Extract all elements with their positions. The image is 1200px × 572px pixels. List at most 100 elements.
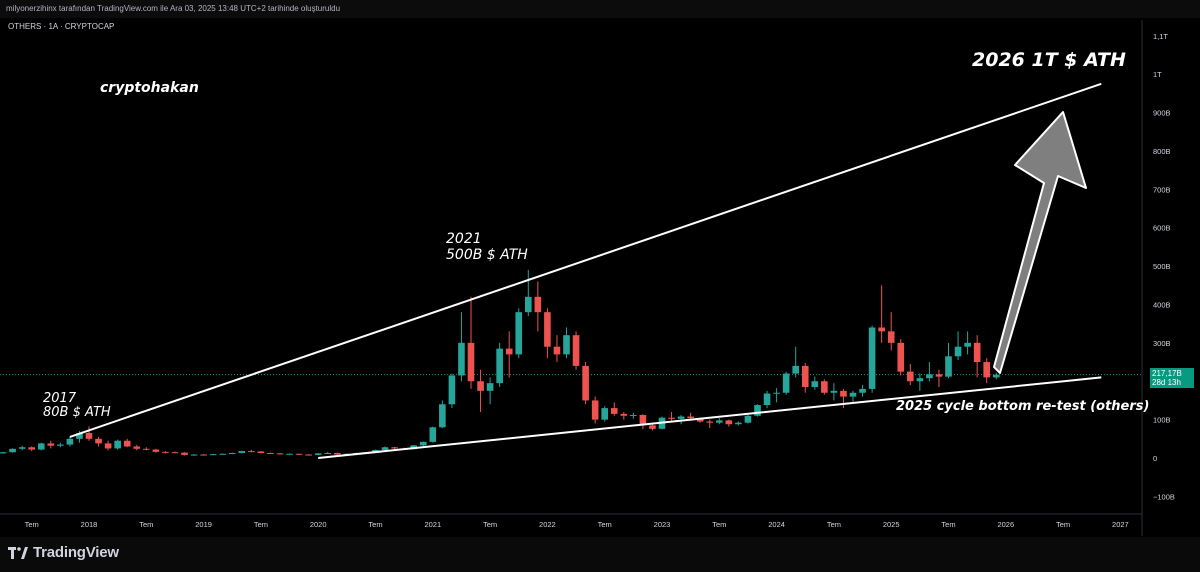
candle-body [868,327,876,389]
x-tick-label: Tem [254,520,268,529]
candle [935,369,943,387]
x-tick-label: 2019 [195,520,212,529]
candle [496,342,503,387]
symbol-title[interactable]: OTHERS · 1A · CRYPTOCAP [8,22,115,31]
candle-body [295,453,303,455]
candle-body [18,447,26,449]
candle-body [190,454,198,456]
candle-body [534,296,542,313]
x-tick-label: 2027 [1112,520,1129,529]
candle [582,362,589,405]
x-tick-label: 2022 [539,520,556,529]
candle-body [228,453,236,455]
x-tick-label: 2021 [424,520,441,529]
candle [830,383,838,401]
y-tick-label: 100B [1153,416,1171,425]
candle-body [677,416,685,419]
time-axis[interactable]: Tem 2018 Tem 2019 Tem 2020 Tem 2021 Tem 2022 Tem 20… [25,520,1129,529]
candle-body [391,447,398,449]
candle [782,371,790,395]
candle-body [324,453,332,455]
candle [525,269,532,316]
candle-body [248,451,255,453]
candle [123,438,131,448]
candle-body [200,454,207,456]
candle-body [448,375,456,405]
price-axis[interactable]: 1,1T1T900B800B700B600B500B400B300B200B10… [1153,32,1175,502]
candle-body [143,448,150,450]
y-tick-label: 900B [1153,109,1171,118]
candle-body [649,425,656,429]
candle [439,400,446,429]
candle [429,426,437,443]
candle [544,308,551,359]
candle-body [553,346,561,355]
y-tick-label: 400B [1153,300,1171,309]
candle-body [152,449,160,452]
candle-body [811,381,819,387]
lower-trendline[interactable] [318,376,1102,459]
current-price-label[interactable]: 217,17B 28d 13h [1150,368,1194,388]
candle [973,335,981,378]
target-arrow[interactable] [993,111,1087,374]
candle-body [419,441,427,446]
candle-body [209,454,217,456]
candle [983,358,990,384]
x-tick-label: 2026 [997,520,1014,529]
candle-body [171,452,179,454]
candle [505,331,513,378]
candle [248,449,255,453]
candle [190,454,198,456]
candle [591,396,599,424]
x-tick-label: Tem [712,520,726,529]
candle [553,335,561,363]
ath-2017-value: 80B $ ATH [43,405,111,420]
candle [477,369,484,412]
author-label: cryptohakan [100,80,199,96]
x-tick-label: 2024 [768,520,785,529]
candle-body [515,312,523,355]
candle [486,377,494,405]
candle [801,362,809,393]
candle [515,308,523,359]
candle-body [630,415,637,417]
candle [104,440,112,451]
candle [286,453,293,455]
candle-body [47,443,55,446]
candle [534,281,542,332]
candle-body [57,444,64,446]
candle-body [964,342,971,347]
candle-body [162,451,169,453]
x-tick-label: 2018 [81,520,98,529]
candle [849,390,857,403]
tradingview-logo[interactable]: TradingView [8,544,119,561]
candle-body [735,422,742,425]
upper-trendline[interactable] [69,82,1102,438]
candle-body [525,296,532,313]
candle [897,339,905,376]
y-tick-label: 1T [1153,70,1162,79]
bar-countdown: 28d 13h [1152,378,1181,387]
candle [754,404,761,417]
candle-body [467,342,475,382]
candle-body [314,453,322,455]
candle [324,451,332,455]
candle [572,331,580,370]
candle-body [821,381,828,393]
candle-body [773,392,780,394]
candle [267,452,274,455]
retest-label: 2025 cycle bottom re-test (others) [896,399,1149,414]
candle [916,373,924,391]
candle [811,376,819,390]
candle [133,444,141,451]
x-tick-label: Tem [598,520,612,529]
candle-body [639,415,647,426]
candle-body [28,447,35,450]
candle-body [505,348,513,355]
candle [9,448,16,453]
candle-body [582,365,589,401]
candle-body [114,440,121,449]
candle-body [267,453,274,455]
candlestick-series [0,269,1000,456]
